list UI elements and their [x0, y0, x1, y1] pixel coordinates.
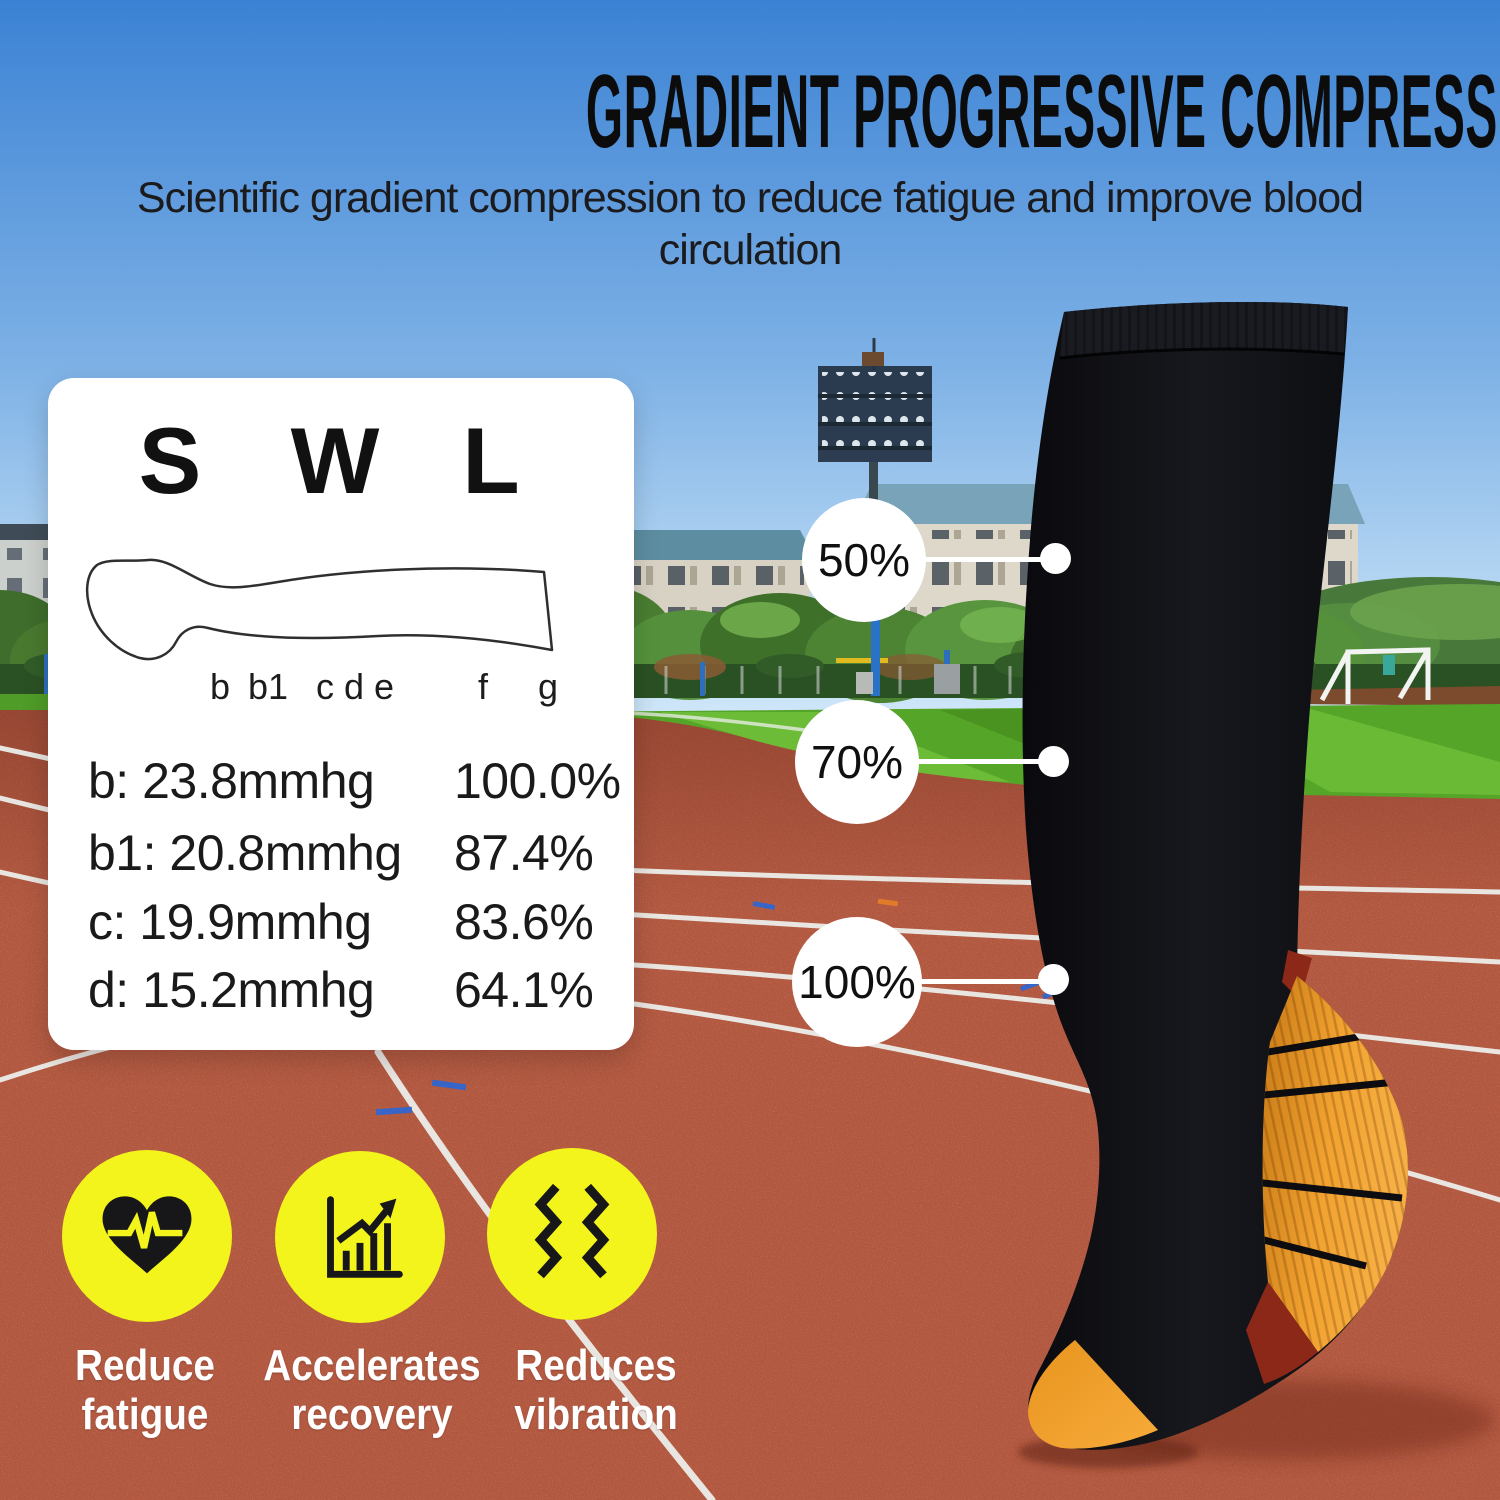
- measurement-percent: 87.4%: [454, 825, 594, 881]
- floodlight-tower: [818, 338, 932, 602]
- header: GRADIENT PROGRESSIVE COMPRESSION: [0, 60, 1500, 164]
- diagram-label-f: f: [477, 666, 488, 707]
- feature-label-line: vibration: [514, 1390, 678, 1440]
- feature-label-line: fatigue: [81, 1390, 209, 1440]
- size-label-s: S: [138, 408, 202, 513]
- feature-label: Reduces vibration: [468, 1341, 723, 1440]
- measurement-percent: 100.0%: [454, 753, 621, 809]
- callout-line: [920, 557, 1058, 562]
- sock-outline-diagram: [85, 558, 554, 661]
- field-sign: [1383, 655, 1395, 675]
- sock-red-accent: [1282, 950, 1312, 1000]
- callout-dot: [1038, 746, 1069, 777]
- compression-bubble-70: 70%: [795, 700, 919, 824]
- heart-pulse-icon: [102, 1196, 192, 1274]
- callout-dot: [1038, 964, 1069, 995]
- measurement-percent: 83.6%: [454, 894, 594, 950]
- measurement-row: d: 15.2mmhg 64.1%: [48, 959, 634, 1021]
- measurement-row: b1: 20.8mmhg 87.4%: [48, 822, 634, 884]
- feature-label: Accelerates recovery: [244, 1341, 499, 1440]
- callout-line: [916, 979, 1056, 984]
- sock-red-accent-heel: [1246, 1282, 1318, 1384]
- diagram-label-b: b: [209, 666, 231, 707]
- diagram-label-c: c: [316, 666, 334, 707]
- feature-label-line: Accelerates: [263, 1341, 481, 1390]
- callout-line: [913, 759, 1056, 764]
- measurement-label: b: 23.8mmhg: [88, 753, 375, 809]
- diagram-label-e: e: [373, 666, 395, 707]
- compression-bubble-100: 100%: [792, 917, 922, 1047]
- goal-frame: [1319, 647, 1431, 704]
- measurement-percent: 64.1%: [454, 962, 594, 1018]
- feature-badge-accelerates-recovery: [275, 1151, 445, 1323]
- page-subtitle: Scientific gradient compression to reduc…: [136, 174, 1364, 275]
- dirt-strip: [1290, 686, 1500, 706]
- measurement-row: c: 19.9mmhg 83.6%: [48, 891, 634, 953]
- page-title: GRADIENT PROGRESSIVE COMPRESSION: [585, 54, 1500, 170]
- sock-toe-patch: [1028, 1340, 1158, 1449]
- measurement-label: c: 19.9mmhg: [88, 894, 372, 950]
- size-label-l: L: [462, 408, 520, 513]
- diagram-label-b1: b1: [247, 666, 289, 707]
- feature-badge-reduces-vibration: [487, 1148, 657, 1320]
- feature-label-line: recovery: [291, 1390, 453, 1440]
- vibration-icon: [534, 1183, 610, 1279]
- diagram-label-g: g: [537, 666, 559, 707]
- size-label-w: W: [290, 408, 380, 513]
- chart-growth-icon: [327, 1196, 403, 1278]
- feature-label-line: Reduces: [515, 1341, 677, 1390]
- compression-sock: [1022, 301, 1408, 1450]
- measurement-label: d: 15.2mmhg: [88, 962, 375, 1018]
- measurement-label: b1: 20.8mmhg: [88, 825, 402, 881]
- callout-dot: [1040, 543, 1071, 574]
- size-pressure-card: S W L b b1 c d e f g b: 23.8mmhg 100.0% …: [48, 378, 634, 1050]
- feature-label-line: Reduce: [75, 1341, 215, 1390]
- diagram-label-d: d: [343, 666, 365, 707]
- measurement-row: b: 23.8mmhg 100.0%: [48, 750, 634, 812]
- compression-bubble-50: 50%: [802, 498, 926, 622]
- feature-badge-reduce-fatigue: [62, 1150, 232, 1322]
- feature-label: Reduce fatigue: [17, 1341, 272, 1440]
